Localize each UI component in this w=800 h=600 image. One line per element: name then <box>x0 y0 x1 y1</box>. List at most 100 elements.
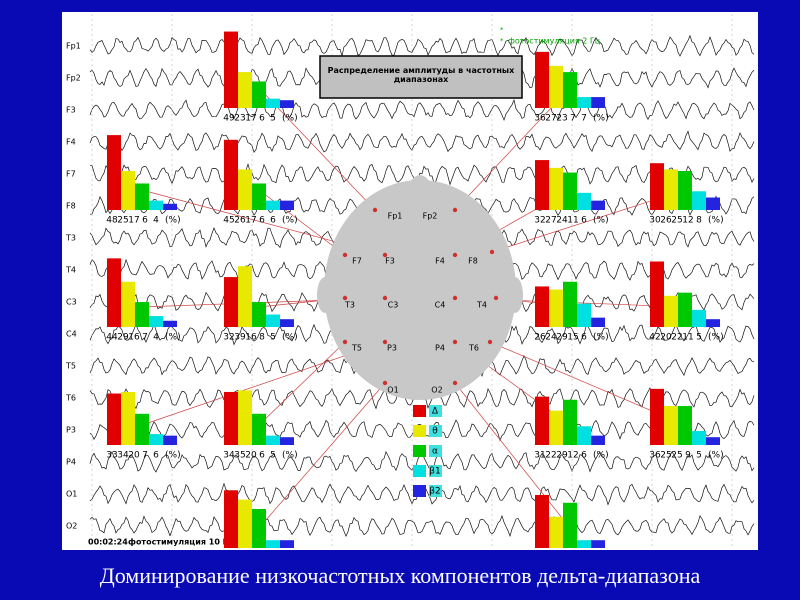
value-label: 9 <box>685 451 691 461</box>
bar <box>535 286 549 327</box>
channel-label: O1 <box>66 490 77 499</box>
slide-title: Доминирование низкочастотных компонентов… <box>100 563 701 588</box>
bar-charts: 49 23 17 6 5 (%) 36 27 23 7 7 (%)48 25 17 6 4 (%) 45 26 17 6… <box>106 31 724 548</box>
bar <box>252 509 266 548</box>
value-label: 6 <box>581 333 587 343</box>
value-label: 29 <box>117 333 129 343</box>
bar <box>121 391 135 445</box>
unit-label: (%) <box>282 451 298 461</box>
value-label: 20 <box>245 451 257 461</box>
connector <box>454 87 571 211</box>
legend-label-bg <box>429 485 442 497</box>
value-label: 22 <box>545 451 556 461</box>
electrode-label: F7 <box>352 257 362 266</box>
bar <box>280 100 294 108</box>
bar <box>692 430 706 445</box>
electrode-dot <box>372 207 378 213</box>
channel-label: C4 <box>66 330 77 339</box>
value-label: 5 <box>696 333 702 343</box>
legend-label-bg <box>429 405 442 417</box>
bar <box>149 316 163 327</box>
electrode-labels: Fp1 Fp2 F7 F3 F4 F8 T3 C3 C4 T4 T5 P3 P4 T6 O1 O2 <box>342 207 499 395</box>
value-label: 23 <box>234 114 245 124</box>
legend-swatch <box>413 465 426 477</box>
bar <box>678 292 692 327</box>
bar <box>135 183 149 210</box>
electrode-dot <box>382 295 388 301</box>
value-label: 6 <box>581 216 587 226</box>
bar <box>266 435 280 445</box>
electrode-dot <box>342 295 348 301</box>
value-label: 11 <box>567 216 578 226</box>
bar <box>266 540 280 548</box>
bar <box>650 163 664 210</box>
value-label: 26 <box>660 216 672 226</box>
channel-label: F4 <box>66 138 76 147</box>
value-label: 20 <box>660 333 672 343</box>
bar <box>549 410 563 445</box>
legend-label: α <box>432 447 438 457</box>
bar <box>535 51 549 108</box>
channel-label: Fp2 <box>66 74 81 83</box>
value-label: 29 <box>556 333 568 343</box>
channel-label: T4 <box>65 266 76 275</box>
bar <box>238 390 252 445</box>
value-label: 24 <box>556 216 568 226</box>
eeg-trace <box>89 98 755 122</box>
value-label: 25 <box>117 216 128 226</box>
bar <box>535 160 549 210</box>
bar <box>238 266 252 327</box>
electrode-label: C3 <box>388 301 399 310</box>
value-label: 15 <box>567 333 578 343</box>
bar <box>224 277 238 327</box>
channel-label: P3 <box>66 426 76 435</box>
value-label: 25 <box>660 451 671 461</box>
bar <box>549 289 563 327</box>
electrode-dot <box>382 380 388 386</box>
bar <box>280 540 294 548</box>
bar <box>563 172 577 210</box>
bar <box>650 388 664 445</box>
bar <box>135 413 149 445</box>
bar <box>163 203 177 210</box>
bar <box>563 502 577 548</box>
electrode-label: T4 <box>476 301 487 310</box>
unit-label: (%) <box>165 333 181 343</box>
value-label: 49 <box>223 114 235 124</box>
value-label: 32 <box>534 216 545 226</box>
electrode-dot <box>382 252 388 258</box>
electrode-dot <box>452 207 458 213</box>
unit-label: (%) <box>593 333 609 343</box>
bar <box>591 97 605 108</box>
value-label: 30 <box>649 216 661 226</box>
legend-label: θ <box>432 427 438 437</box>
bar <box>591 200 605 210</box>
electrode-label: O2 <box>431 386 442 395</box>
value-label: 17 <box>128 216 139 226</box>
electrode-dot <box>342 252 348 258</box>
connector <box>258 87 376 211</box>
value-label: 5 <box>270 114 276 124</box>
value-label: 7 <box>570 114 576 124</box>
channel-labels: Fp1 Fp2 F3 F4 F7 F8 T3 T4 C3 C4 T5 T6 P3 P4 O1 O2 <box>65 42 81 531</box>
bar <box>535 494 549 548</box>
bar <box>252 81 266 108</box>
bar <box>280 319 294 327</box>
legend-label: β1 <box>429 467 440 477</box>
eeg-trace <box>89 163 755 186</box>
bar <box>107 258 121 327</box>
value-label: 6 <box>153 451 159 461</box>
value-label: 6 <box>259 114 265 124</box>
electrode-label: P4 <box>435 344 445 353</box>
value-label: 27 <box>545 114 556 124</box>
connector <box>258 382 386 529</box>
bar <box>692 191 706 210</box>
connector <box>454 382 571 529</box>
bar <box>121 171 135 210</box>
electrode-dot <box>342 339 348 345</box>
value-label: 44 <box>106 333 118 343</box>
unit-label: (%) <box>593 216 609 226</box>
value-label: 5 <box>270 333 276 343</box>
value-label: 34 <box>117 451 129 461</box>
value-label: 17 <box>245 216 256 226</box>
